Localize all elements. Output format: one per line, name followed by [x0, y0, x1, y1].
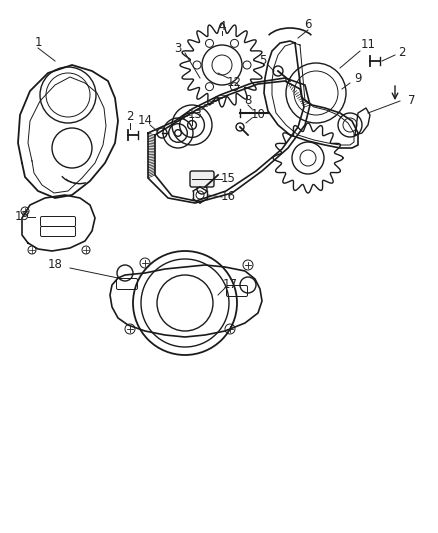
Text: 7: 7	[408, 94, 416, 108]
Text: 15: 15	[221, 173, 236, 185]
Text: 2: 2	[126, 110, 134, 124]
Text: 13: 13	[187, 109, 202, 122]
FancyBboxPatch shape	[190, 171, 214, 187]
Circle shape	[157, 128, 167, 138]
Text: 8: 8	[244, 94, 252, 108]
Circle shape	[187, 120, 196, 130]
Circle shape	[175, 130, 181, 136]
Text: 12: 12	[226, 77, 241, 90]
Text: 5: 5	[259, 54, 267, 68]
Text: 11: 11	[360, 38, 375, 52]
Text: 4: 4	[218, 20, 226, 33]
Text: 16: 16	[220, 190, 236, 204]
Text: 17: 17	[223, 279, 237, 292]
Text: 14: 14	[138, 115, 152, 127]
Text: 9: 9	[354, 71, 362, 85]
Text: 18: 18	[48, 259, 63, 271]
Text: 1: 1	[34, 36, 42, 50]
Text: 3: 3	[174, 42, 182, 54]
Text: 19: 19	[14, 211, 29, 223]
Text: 2: 2	[398, 46, 406, 60]
Text: 6: 6	[304, 19, 312, 31]
Text: 10: 10	[251, 109, 265, 122]
